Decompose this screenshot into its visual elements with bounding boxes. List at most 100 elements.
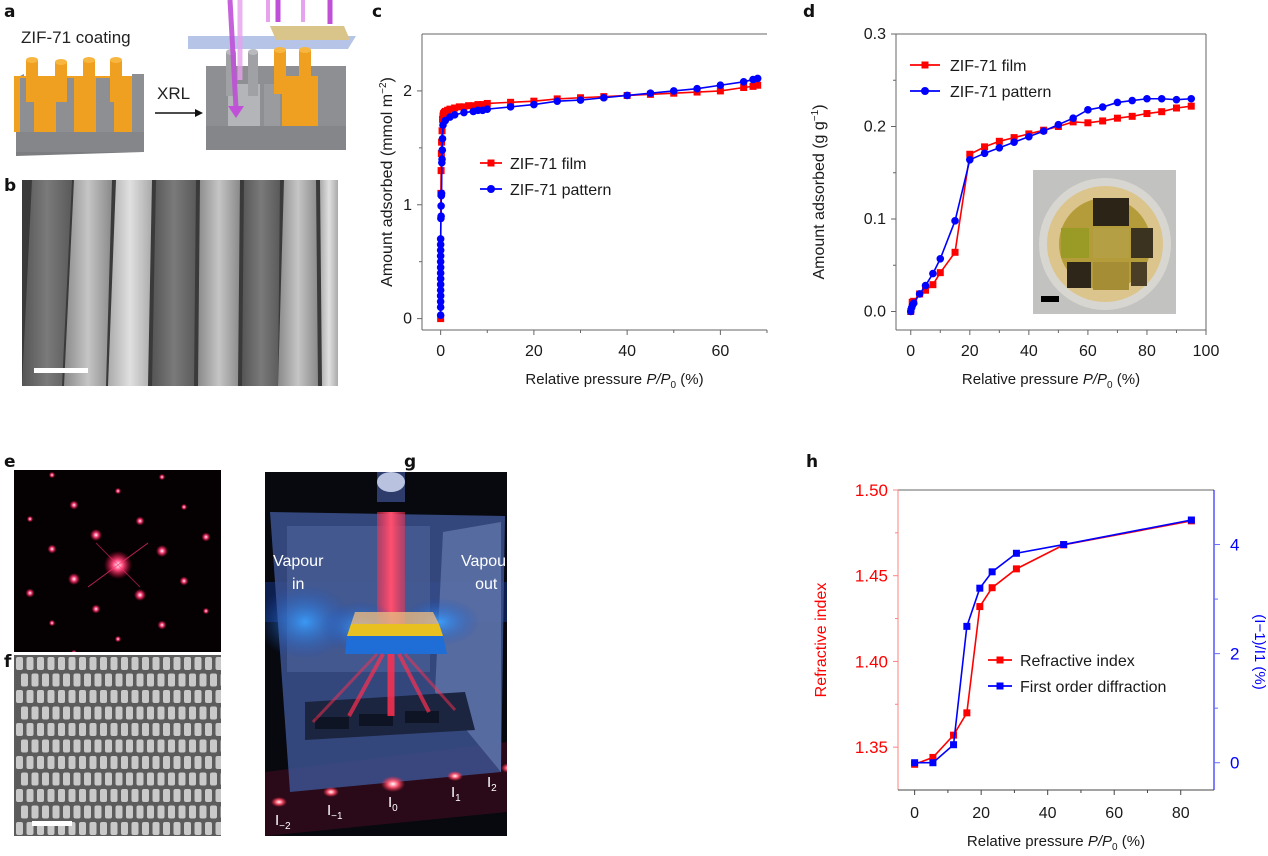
array-element xyxy=(210,805,217,819)
data-point xyxy=(455,103,463,111)
data-point xyxy=(950,731,958,739)
vapour-in-line1: Vapour xyxy=(273,553,324,570)
array-element xyxy=(126,772,133,786)
data-point xyxy=(450,111,459,119)
y-axis-label: Amount adsorbed (mmol m−2) xyxy=(378,77,396,287)
array-element xyxy=(84,805,91,819)
array-element xyxy=(73,706,81,720)
data-point xyxy=(600,93,608,102)
array-element xyxy=(84,772,91,786)
sem-pillars-image xyxy=(22,180,338,386)
array-element xyxy=(31,739,39,753)
data-point xyxy=(479,101,487,109)
array-element xyxy=(194,822,202,835)
array-element xyxy=(58,657,65,670)
array-element xyxy=(131,690,139,703)
array-element xyxy=(73,673,81,687)
y-right-tick-label: 0 xyxy=(1230,754,1239,773)
order-label-m2: I−2 xyxy=(275,812,291,832)
array-element xyxy=(220,773,221,785)
array-element xyxy=(42,673,49,687)
data-point xyxy=(436,252,445,260)
array-element xyxy=(84,706,91,720)
diffraction-spot xyxy=(70,649,78,652)
panel-a-schematic: ZIF-71 coating XRL xyxy=(0,0,360,165)
data-point xyxy=(1172,104,1180,112)
array-element xyxy=(205,756,212,769)
x-axis-label: Relative pressure P/P0 (%) xyxy=(525,371,703,391)
data-point xyxy=(1098,103,1107,111)
array-element xyxy=(147,805,154,819)
array-element xyxy=(68,690,76,703)
array-element xyxy=(16,756,23,769)
data-point xyxy=(506,103,515,111)
data-point xyxy=(929,281,937,289)
data-point xyxy=(436,297,445,306)
array-element xyxy=(58,789,65,802)
y-axis-label: Amount adsorbed (g g−1) xyxy=(810,104,828,279)
array-element xyxy=(63,805,70,819)
array-element xyxy=(58,723,65,736)
array-element xyxy=(157,706,165,720)
wafer-photo-image xyxy=(1039,178,1171,310)
array-element xyxy=(199,805,207,819)
data-point xyxy=(988,584,996,592)
data-point xyxy=(1025,132,1033,141)
array-element xyxy=(52,739,60,753)
panel-b-sem-image xyxy=(22,180,338,386)
data-point xyxy=(1128,112,1136,120)
diffraction-spot xyxy=(68,573,80,585)
data-point xyxy=(976,603,984,611)
array-element xyxy=(163,789,170,802)
array-element xyxy=(42,772,49,786)
data-point xyxy=(951,248,959,256)
legend-label: First order diffraction xyxy=(1020,679,1166,696)
data-point xyxy=(966,150,974,158)
data-point xyxy=(995,143,1004,152)
array-element xyxy=(16,789,23,802)
array-element xyxy=(215,690,221,703)
array-element xyxy=(21,673,28,687)
x-tick-label: 100 xyxy=(1193,343,1220,360)
array-element xyxy=(63,673,70,687)
array-element xyxy=(63,706,70,720)
array-element xyxy=(121,690,128,703)
x-tick-label: 40 xyxy=(1020,343,1038,360)
data-point xyxy=(976,584,984,592)
array-element xyxy=(136,673,144,687)
array-element xyxy=(147,772,154,786)
array-element xyxy=(189,706,196,720)
data-point xyxy=(1012,565,1020,573)
diffraction-spot xyxy=(135,516,145,526)
y-tick-label: 0.0 xyxy=(864,304,886,321)
diffraction-spot xyxy=(201,532,211,542)
data-point xyxy=(922,286,930,294)
array-element xyxy=(220,806,221,818)
data-point xyxy=(436,246,445,255)
x-tick-label: 60 xyxy=(1105,805,1123,822)
schematic-drawing xyxy=(14,0,356,156)
array-element xyxy=(89,690,97,703)
array-element xyxy=(105,739,112,753)
data-point xyxy=(936,254,945,263)
array-element xyxy=(152,756,160,769)
array-element xyxy=(173,756,181,769)
data-point xyxy=(716,81,725,90)
array-element xyxy=(194,723,202,736)
array-element xyxy=(79,690,86,703)
chart-d-isotherm: 0.0 0.1 0.2 0.3 0 20 40 60 80 100 Relative pressur… xyxy=(810,26,1220,391)
array-element xyxy=(52,805,60,819)
scale-bar xyxy=(34,368,88,373)
diffraction-spot xyxy=(179,576,189,586)
array-element xyxy=(189,805,196,819)
data-point xyxy=(483,105,492,113)
x-axis-label: Relative pressure P/P0 (%) xyxy=(967,833,1145,853)
x-tick-label: 20 xyxy=(525,343,543,360)
y-left-tick-label: 1.35 xyxy=(855,738,888,757)
data-point xyxy=(921,87,929,95)
array-element xyxy=(199,673,207,687)
diffraction-spot xyxy=(158,473,166,481)
data-point xyxy=(1099,117,1107,125)
array-element xyxy=(136,706,144,720)
data-point xyxy=(963,709,971,717)
